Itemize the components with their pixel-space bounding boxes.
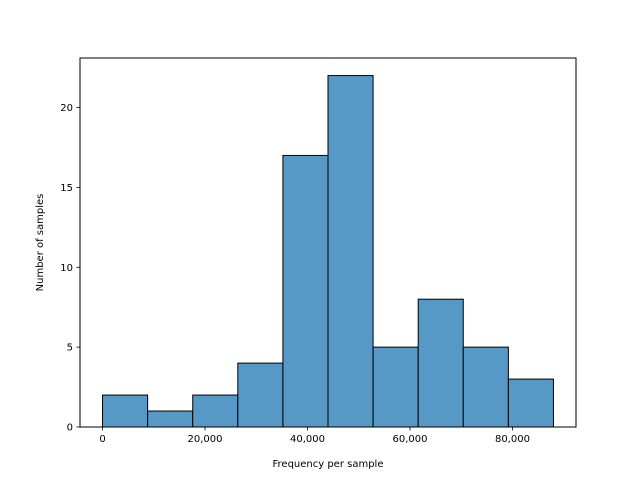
- histogram-bar: [462, 346, 509, 428]
- x-tick-label: 20,000: [188, 434, 223, 445]
- x-tick-label: 60,000: [392, 434, 427, 445]
- histogram-bar: [102, 394, 149, 428]
- histogram-bar: [282, 154, 329, 428]
- y-tick-label: 5: [67, 343, 73, 354]
- x-tick-label: 0: [99, 434, 105, 445]
- bars-group: [102, 75, 554, 428]
- y-tick-label: 0: [67, 423, 73, 434]
- histogram-bar: [417, 298, 464, 428]
- histogram-bar: [507, 378, 554, 428]
- x-tick-label: 40,000: [290, 434, 325, 445]
- histogram-bar: [327, 75, 374, 428]
- y-tick-label: 20: [60, 103, 73, 114]
- x-axis-label: Frequency per sample: [273, 459, 384, 470]
- x-tick-label: 80,000: [495, 434, 530, 445]
- y-tick-label: 15: [60, 183, 73, 194]
- histogram-bar: [237, 362, 284, 428]
- histogram-bar: [372, 346, 419, 428]
- x-axis-ticks: 0 20,000 40,000 60,000 80,000: [99, 427, 530, 445]
- histogram-bar: [147, 410, 194, 428]
- histogram-bar: [192, 394, 239, 428]
- y-tick-label: 10: [60, 263, 73, 274]
- y-axis-ticks: 0 5 10 15 20: [60, 103, 80, 434]
- y-axis-label: Number of samples: [35, 194, 46, 292]
- plot-frame: [79, 57, 577, 428]
